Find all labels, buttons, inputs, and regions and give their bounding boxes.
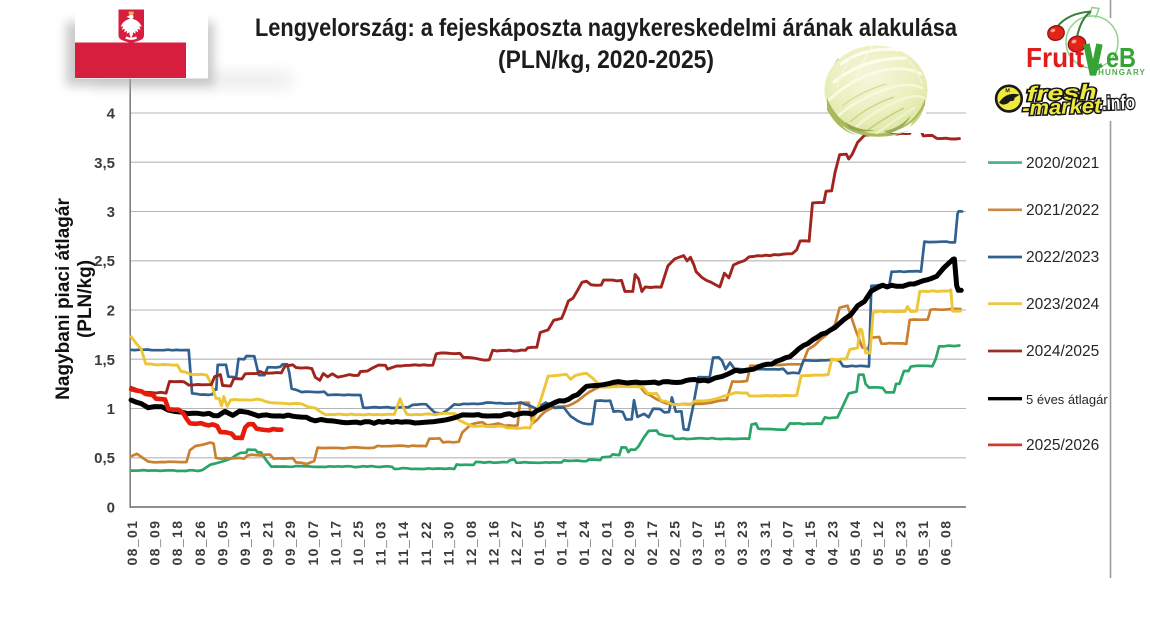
svg-text:03_23: 03_23 bbox=[734, 520, 750, 566]
svg-text:06_08: 06_08 bbox=[938, 520, 954, 566]
svg-text:08_01: 08_01 bbox=[124, 520, 140, 566]
svg-text:2022/2023: 2022/2023 bbox=[1026, 249, 1099, 266]
svg-text:02_09: 02_09 bbox=[621, 520, 637, 566]
svg-text:3: 3 bbox=[107, 204, 115, 221]
svg-text:.info: .info bbox=[1102, 92, 1136, 115]
svg-text:fresh: fresh bbox=[1026, 81, 1097, 106]
svg-text:02_25: 02_25 bbox=[666, 520, 682, 566]
svg-text:09_21: 09_21 bbox=[260, 520, 276, 566]
svg-text:0: 0 bbox=[107, 500, 115, 517]
svg-text:08_09: 08_09 bbox=[147, 520, 163, 566]
svg-text:11_22: 11_22 bbox=[418, 520, 434, 565]
svg-text:M: M bbox=[1005, 88, 1010, 94]
svg-text:01_05: 01_05 bbox=[531, 520, 547, 566]
svg-text:01_24: 01_24 bbox=[576, 520, 592, 566]
svg-text:2023/2024: 2023/2024 bbox=[1026, 296, 1100, 313]
svg-text:HUNGARY: HUNGARY bbox=[1098, 68, 1146, 77]
svg-text:(PLN/kg): (PLN/kg) bbox=[75, 260, 96, 338]
svg-text:2020/2021: 2020/2021 bbox=[1026, 155, 1099, 172]
svg-text:11_14: 11_14 bbox=[395, 520, 411, 565]
svg-text:(PLN/kg, 2020-2025): (PLN/kg, 2020-2025) bbox=[498, 46, 714, 74]
svg-text:0,5: 0,5 bbox=[94, 450, 115, 467]
svg-text:10_17: 10_17 bbox=[327, 520, 343, 566]
svg-text:01_14: 01_14 bbox=[553, 520, 569, 566]
svg-text:2025/2026: 2025/2026 bbox=[1026, 437, 1099, 454]
svg-text:03_07: 03_07 bbox=[689, 520, 705, 566]
svg-text:03_15: 03_15 bbox=[712, 520, 728, 566]
svg-text:2: 2 bbox=[107, 303, 115, 320]
svg-text:4: 4 bbox=[107, 106, 116, 123]
svg-text:10_25: 10_25 bbox=[350, 520, 366, 566]
svg-text:08_26: 08_26 bbox=[192, 520, 208, 566]
svg-text:12_16: 12_16 bbox=[486, 520, 502, 566]
svg-text:2021/2022: 2021/2022 bbox=[1026, 202, 1099, 219]
svg-text:09_29: 09_29 bbox=[282, 520, 298, 566]
svg-text:Lengyelország: a fejeskáposzta: Lengyelország: a fejeskáposzta nagykeres… bbox=[255, 14, 958, 42]
svg-text:11_03: 11_03 bbox=[373, 520, 389, 565]
svg-text:10_07: 10_07 bbox=[305, 520, 321, 566]
svg-text:04_07: 04_07 bbox=[779, 520, 795, 566]
svg-text:2,5: 2,5 bbox=[94, 253, 115, 270]
svg-text:Nagybani piaci átlagár: Nagybani piaci átlagár bbox=[53, 198, 74, 400]
svg-text:05_23: 05_23 bbox=[892, 520, 908, 566]
svg-text:eB: eB bbox=[1106, 42, 1136, 73]
svg-text:5 éves átlagár: 5 éves átlagár bbox=[1026, 392, 1108, 407]
svg-text:05_31: 05_31 bbox=[915, 520, 931, 566]
svg-text:08_18: 08_18 bbox=[169, 520, 185, 566]
svg-text:1,5: 1,5 bbox=[94, 352, 115, 369]
svg-text:Fruit: Fruit bbox=[1026, 42, 1084, 73]
svg-text:02_17: 02_17 bbox=[644, 520, 660, 566]
svg-text:09_13: 09_13 bbox=[237, 520, 253, 566]
svg-text:02_01: 02_01 bbox=[599, 520, 615, 566]
svg-text:09_05: 09_05 bbox=[214, 520, 230, 566]
svg-text:04_15: 04_15 bbox=[802, 520, 818, 566]
svg-text:12_27: 12_27 bbox=[508, 520, 524, 566]
svg-text:2024/2025: 2024/2025 bbox=[1026, 343, 1099, 360]
svg-text:-market: -market bbox=[1022, 94, 1103, 120]
svg-text:12_08: 12_08 bbox=[463, 520, 479, 566]
svg-text:03_31: 03_31 bbox=[757, 520, 773, 566]
svg-text:04_23: 04_23 bbox=[825, 520, 841, 566]
svg-text:1: 1 bbox=[107, 401, 115, 418]
svg-text:05_12: 05_12 bbox=[870, 520, 886, 566]
svg-text:11_30: 11_30 bbox=[440, 520, 456, 565]
svg-text:3,5: 3,5 bbox=[94, 155, 115, 172]
svg-text:05_04: 05_04 bbox=[847, 520, 863, 566]
